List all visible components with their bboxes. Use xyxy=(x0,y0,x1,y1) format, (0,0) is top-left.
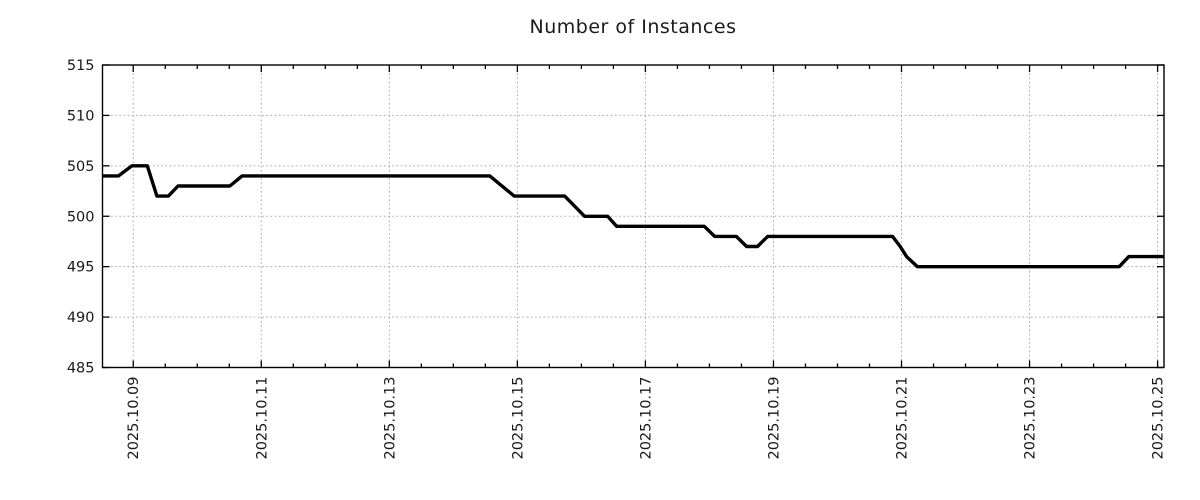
x-tick-labels: 2025.10.09 2025.10.11 2025.10.13 2025.10.15… xyxy=(126,377,1166,460)
y-tick-labels: 485 490 495 500 505 510 515 xyxy=(67,58,95,377)
x-tick-label: 2025.10.25 xyxy=(1151,377,1167,460)
x-tick-label: 2025.10.15 xyxy=(510,377,526,460)
y-tick-label: 510 xyxy=(67,108,95,124)
y-tick-label: 500 xyxy=(67,209,95,225)
grid xyxy=(102,65,1164,368)
x-tick-label: 2025.10.13 xyxy=(382,377,398,460)
series xyxy=(102,164,1164,269)
x-tick-label: 2025.10.19 xyxy=(766,377,782,460)
x-tick-label: 2025.10.21 xyxy=(895,377,911,460)
x-tick-label: 2025.10.23 xyxy=(1023,377,1039,460)
y-ticks xyxy=(102,64,1164,369)
x-tick-label: 2025.10.11 xyxy=(254,377,270,460)
y-tick-label: 495 xyxy=(67,260,95,276)
x-ticks xyxy=(132,65,1159,368)
y-tick-label: 490 xyxy=(67,310,95,326)
y-tick-label: 515 xyxy=(67,58,95,74)
y-tick-label: 505 xyxy=(67,159,95,175)
chart-title: Number of Instances xyxy=(529,16,737,38)
x-tick-label: 2025.10.09 xyxy=(126,377,142,460)
x-tick-label: 2025.10.17 xyxy=(638,377,654,460)
instances-line xyxy=(102,164,1164,269)
y-tick-label: 485 xyxy=(67,361,95,377)
